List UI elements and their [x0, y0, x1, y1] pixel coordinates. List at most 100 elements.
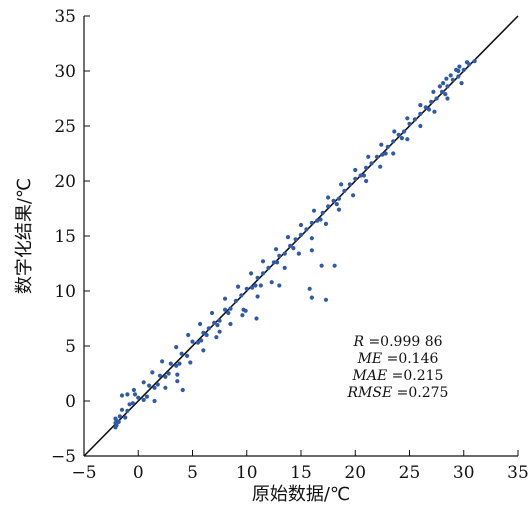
y-tick-label: 25 [54, 117, 76, 137]
data-point [199, 338, 204, 343]
data-point [445, 84, 450, 89]
data-point [461, 67, 466, 72]
data-point [439, 89, 445, 94]
data-point [217, 329, 222, 334]
data-point [260, 259, 266, 264]
data-point [217, 318, 222, 323]
data-point [150, 370, 155, 375]
data-point [418, 111, 423, 116]
x-tick-label: 0 [133, 463, 144, 483]
data-point [369, 161, 374, 166]
data-point [434, 96, 439, 101]
data-point [215, 323, 220, 328]
data-point [457, 64, 462, 69]
data-point [385, 144, 390, 149]
annotation-name: MAE [352, 368, 388, 384]
data-point [392, 129, 397, 134]
data-point [204, 332, 209, 338]
data-point [209, 310, 215, 316]
data-point [248, 271, 254, 276]
x-tick-label: 30 [453, 463, 475, 483]
data-point [255, 294, 260, 299]
data-point [282, 265, 287, 270]
data-point [309, 236, 314, 241]
data-point [431, 89, 436, 94]
data-point [448, 73, 453, 78]
data-point [309, 220, 314, 225]
data-point [239, 293, 244, 298]
data-point [379, 142, 384, 147]
annotation-value: =0.215 [387, 368, 443, 384]
data-point [174, 363, 179, 368]
data-point [277, 253, 282, 258]
data-point [432, 109, 437, 114]
data-point [174, 345, 179, 350]
data-points [113, 59, 477, 430]
y-axis-title: 数字化结果/℃ [14, 178, 35, 294]
data-point [269, 280, 274, 285]
annotation-value: =0.999 86 [364, 334, 443, 350]
data-point [253, 283, 258, 288]
data-point [255, 275, 260, 280]
data-point [282, 251, 287, 256]
data-point [456, 74, 461, 79]
annotation-name: RMSE [347, 385, 393, 401]
data-point [347, 182, 352, 187]
data-point [472, 59, 477, 64]
data-point [254, 316, 259, 321]
data-point [160, 359, 165, 364]
data-point [353, 176, 358, 181]
data-point [166, 371, 171, 376]
data-point [291, 246, 296, 251]
data-point [401, 129, 407, 134]
data-point [157, 373, 163, 378]
annotation-mae: MAE =0.215 [352, 368, 444, 384]
data-point [405, 116, 410, 121]
annotation-rmse: RMSE =0.275 [347, 385, 449, 401]
data-point [396, 132, 401, 137]
data-point [214, 335, 219, 340]
data-point [374, 154, 380, 159]
data-point [188, 360, 193, 365]
data-point [180, 387, 185, 393]
data-point [119, 393, 125, 398]
data-point [423, 105, 428, 110]
y-tick-label: 30 [54, 62, 76, 82]
data-point [464, 60, 470, 65]
data-point [240, 313, 245, 318]
data-point [119, 407, 125, 412]
data-point [364, 165, 369, 170]
x-tick-label: 5 [187, 463, 198, 483]
annotation-name: R [352, 334, 364, 350]
data-point [450, 77, 455, 82]
y-tick-label: −5 [51, 447, 76, 467]
data-point [175, 379, 180, 384]
data-point [127, 402, 132, 407]
data-point [298, 222, 304, 228]
data-point [391, 151, 396, 156]
x-tick-label: 35 [507, 463, 529, 483]
data-point [130, 401, 135, 406]
data-point [201, 348, 206, 353]
data-point [177, 361, 182, 366]
data-point [331, 198, 336, 203]
data-point [222, 296, 228, 301]
data-point [412, 117, 418, 122]
data-point [315, 218, 320, 223]
data-point [277, 283, 282, 288]
annotation-me: ME =0.146 [357, 351, 439, 367]
y-tick-label: 0 [65, 392, 76, 412]
data-point [304, 227, 309, 232]
data-point [323, 221, 329, 226]
data-point [186, 332, 191, 338]
data-point [125, 392, 130, 397]
data-point [293, 237, 298, 242]
data-point [206, 326, 211, 331]
data-point [273, 247, 279, 252]
data-point [307, 286, 312, 291]
annotation-value: =0.275 [392, 385, 448, 401]
y-tick-label: 10 [54, 282, 76, 302]
data-point [319, 263, 324, 268]
data-point [441, 81, 446, 86]
